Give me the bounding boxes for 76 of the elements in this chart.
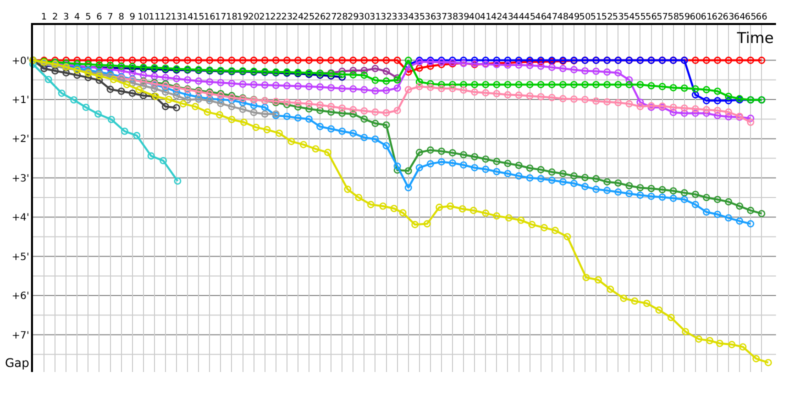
x-tick-label: 63 — [722, 12, 734, 23]
x-tick-label: 32 — [380, 12, 392, 23]
x-tick-label: 15 — [192, 12, 204, 23]
x-tick-label: 54 — [623, 12, 636, 23]
x-tick-label: 14 — [182, 12, 194, 23]
x-tick-label: 23 — [281, 12, 293, 23]
y-tick-label: +1' — [12, 95, 30, 106]
x-tick-label: 38 — [446, 12, 459, 23]
x-tick-label: 5 — [85, 12, 92, 23]
x-tick-label: 21 — [259, 12, 271, 23]
x-tick-label: 62 — [712, 12, 724, 23]
x-tick-label: 55 — [634, 12, 646, 23]
x-tick-label: 31 — [370, 12, 381, 23]
y-tick-label: +0' — [12, 56, 30, 67]
x-tick-label: 10 — [138, 12, 150, 23]
x-tick-label: 18 — [226, 12, 238, 23]
x-tick-label: 46 — [535, 12, 547, 23]
x-tick-label: 61 — [700, 12, 712, 23]
x-tick-label: 48 — [557, 12, 569, 23]
x-tick-label: 13 — [170, 12, 182, 23]
x-tick-label: 3 — [63, 12, 69, 23]
x-tick-label: 59 — [678, 12, 690, 23]
x-tick-label: 50 — [579, 12, 592, 23]
x-tick-label: 41 — [480, 12, 492, 23]
x-tick-label: 36 — [424, 12, 436, 23]
x-tick-label: 19 — [237, 12, 249, 23]
x-tick-label: 33 — [392, 12, 404, 23]
x-tick-label: 42 — [490, 12, 502, 23]
x-tick-label: 34 — [402, 12, 414, 23]
x-tick-label: 44 — [513, 12, 525, 23]
x-tick-label: 43 — [502, 12, 514, 23]
y-tick-label: +3' — [12, 173, 30, 184]
x-tick-label: 56 — [646, 12, 658, 23]
x-tick-label: 20 — [248, 12, 260, 23]
x-tick-label: 66 — [756, 12, 768, 23]
x-tick-label: 26 — [314, 12, 326, 23]
x-tick-label: 27 — [325, 12, 337, 23]
x-tick-label: 1 — [41, 12, 47, 23]
x-tick-label: 8 — [118, 12, 124, 23]
x-tick-label: 65 — [744, 12, 756, 23]
x-tick-label: 11 — [148, 12, 160, 23]
x-tick-label: 2 — [52, 12, 58, 23]
y-axis-title: Gap — [5, 356, 30, 370]
x-tick-label: 64 — [734, 12, 746, 23]
x-tick-label: 25 — [303, 12, 315, 23]
x-tick-label: 16 — [204, 12, 216, 23]
x-tick-label: 58 — [668, 12, 680, 23]
x-tick-label: 40 — [468, 12, 481, 23]
y-tick-label: +6' — [12, 291, 30, 302]
x-tick-label: 24 — [292, 12, 304, 23]
y-tick-label: +5' — [12, 252, 30, 263]
x-tick-label: 9 — [129, 12, 136, 23]
x-tick-label: 53 — [612, 12, 624, 23]
x-tick-label: 29 — [347, 12, 360, 23]
x-tick-label: 35 — [414, 12, 426, 23]
x-tick-label: 39 — [458, 12, 470, 23]
x-tick-label: 60 — [690, 12, 702, 23]
y-tick-label: +7' — [12, 330, 30, 342]
x-tick-label: 49 — [568, 12, 580, 23]
x-tick-label: 28 — [336, 12, 348, 23]
x-tick-label: 57 — [656, 12, 668, 23]
y-tick-label: +2' — [12, 134, 30, 146]
x-tick-label: 30 — [358, 12, 370, 23]
x-tick-label: 12 — [160, 12, 172, 23]
x-tick-label: 45 — [524, 12, 536, 23]
x-axis-title: Time — [736, 29, 774, 47]
x-tick-label: 52 — [601, 12, 613, 23]
x-tick-label: 37 — [436, 12, 448, 23]
x-tick-label: 17 — [214, 12, 226, 23]
x-tick-label: 51 — [590, 12, 602, 23]
x-tick-label: 4 — [74, 12, 80, 23]
x-tick-label: 6 — [96, 12, 102, 23]
x-tick-label: 22 — [270, 12, 282, 23]
x-tick-label: 47 — [546, 12, 558, 23]
x-tick-label: 7 — [107, 12, 114, 23]
y-tick-label: +4' — [12, 212, 30, 224]
